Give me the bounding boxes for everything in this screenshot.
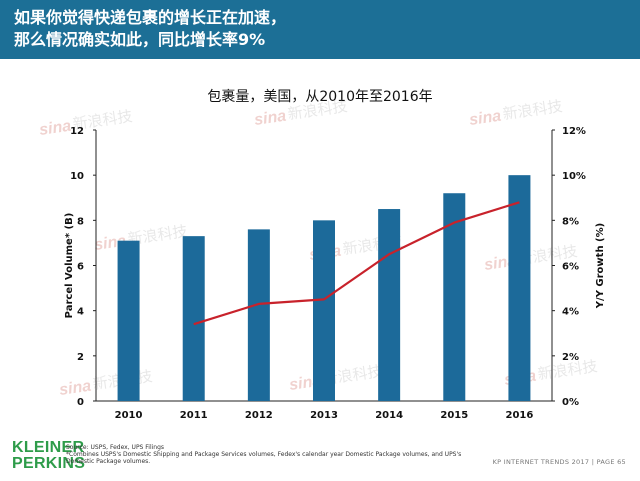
footer-source: Source: USPS, Fedex, UPS Filings *Combin… bbox=[66, 444, 486, 465]
bar bbox=[182, 236, 205, 401]
chart-title: 包裹量，美国，从2010年至2016年 bbox=[207, 89, 433, 105]
logo-line1: KLEINER bbox=[12, 439, 85, 456]
y-tick-label: 12 bbox=[70, 126, 84, 137]
y2-tick-label: 6% bbox=[562, 262, 579, 273]
source-text: Source: USPS, Fedex, UPS Filings bbox=[66, 444, 165, 451]
svg-text:新浪科技: 新浪科技 bbox=[502, 97, 564, 123]
y2-axis-label: Y/Y Growth (%) bbox=[595, 223, 606, 309]
y2-tick-label: 2% bbox=[562, 352, 579, 363]
y2-tick-label: 8% bbox=[562, 216, 579, 227]
y-tick-label: 10 bbox=[70, 171, 84, 182]
x-tick-label: 2011 bbox=[180, 410, 208, 421]
y2-tick-label: 10% bbox=[562, 171, 586, 182]
bar bbox=[247, 229, 270, 401]
page-label: KP INTERNET TRENDS 2017 | PAGE 65 bbox=[492, 458, 626, 466]
source-note: *Combines USPS's Domestic Shipping and P… bbox=[66, 451, 462, 465]
header-banner: 如果你觉得快递包裹的增长正在加速， 那么情况确实如此，同比增长率9% bbox=[0, 0, 640, 59]
bar bbox=[378, 209, 401, 401]
y-tick-label: 0 bbox=[77, 397, 84, 408]
slide-title-line1: 如果你觉得快递包裹的增长正在加速， bbox=[14, 8, 287, 27]
x-tick-label: 2013 bbox=[310, 410, 338, 421]
svg-text:新浪科技: 新浪科技 bbox=[287, 97, 349, 123]
svg-text:sina: sina bbox=[253, 108, 287, 129]
x-tick-label: 2014 bbox=[375, 410, 403, 421]
y-tick-label: 8 bbox=[77, 216, 84, 227]
bar bbox=[508, 175, 531, 401]
slide-title-line2: 那么情况确实如此，同比增长率9% bbox=[14, 30, 266, 49]
x-tick-label: 2010 bbox=[115, 410, 143, 421]
y-axis-label: Parcel Volume* (B) bbox=[64, 213, 75, 319]
y-tick-label: 4 bbox=[77, 307, 84, 318]
y2-tick-label: 0% bbox=[562, 397, 579, 408]
x-tick-label: 2015 bbox=[440, 410, 468, 421]
bar bbox=[443, 193, 466, 401]
x-tick-label: 2012 bbox=[245, 410, 273, 421]
svg-text:sina: sina bbox=[38, 118, 72, 139]
x-tick-label: 2016 bbox=[506, 410, 534, 421]
svg-text:sina: sina bbox=[58, 378, 92, 399]
y-tick-label: 6 bbox=[77, 262, 84, 273]
logo-line2: PERKINS bbox=[12, 455, 86, 472]
kleiner-perkins-logo: KLEINER PERKINS bbox=[12, 440, 85, 472]
growth-line bbox=[193, 201, 520, 326]
svg-text:sina: sina bbox=[468, 108, 502, 129]
bar bbox=[313, 220, 335, 401]
y-tick-label: 2 bbox=[77, 352, 84, 363]
y2-tick-label: 12% bbox=[562, 126, 586, 137]
bar bbox=[117, 240, 140, 401]
y2-tick-label: 4% bbox=[562, 307, 579, 318]
